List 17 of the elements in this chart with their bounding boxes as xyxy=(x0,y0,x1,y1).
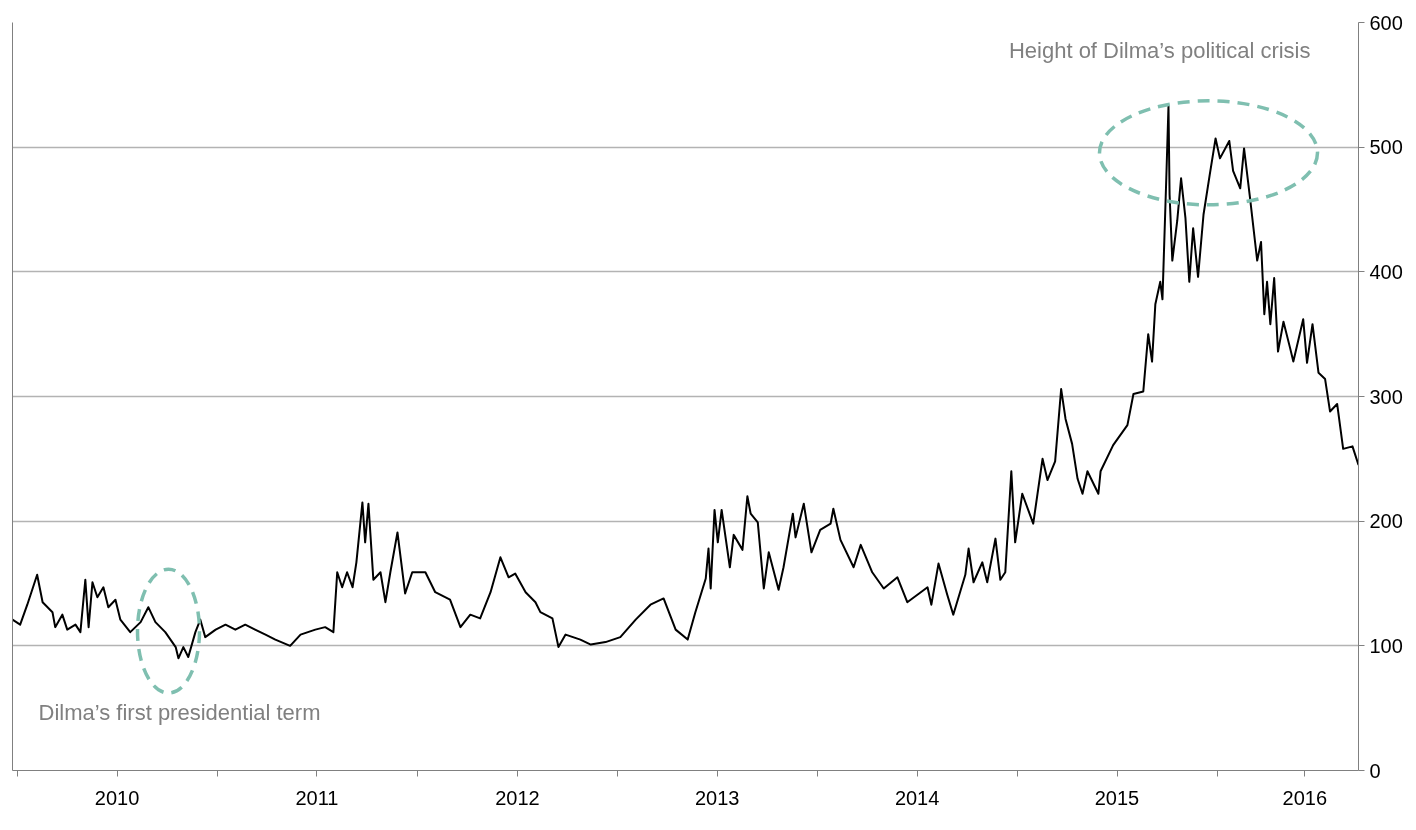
x-tick-label: 2015 xyxy=(1094,786,1140,809)
y-tick-label: 300 xyxy=(1369,385,1403,408)
y-tick-label: 500 xyxy=(1369,136,1403,159)
line-series xyxy=(12,105,1359,660)
x-tick-label: 2013 xyxy=(695,786,740,809)
x-tick-label: 2012 xyxy=(495,786,540,809)
y-tick-label: 600 xyxy=(1369,11,1403,34)
y-tick-label: 100 xyxy=(1369,634,1403,657)
y-tick-label: 400 xyxy=(1369,260,1403,283)
x-tick-label: 2010 xyxy=(94,786,140,809)
x-tick-label: 2014 xyxy=(894,786,940,809)
x-tick-label: 2016 xyxy=(1282,786,1328,809)
y-tick-label: 0 xyxy=(1369,759,1381,782)
y-tick-label: 200 xyxy=(1369,510,1403,533)
x-tick-label: 2011 xyxy=(295,786,339,809)
annotation: Height of Dilma’s political crisis xyxy=(1008,38,1311,64)
annotation: Dilma’s first presidential term xyxy=(38,699,321,725)
